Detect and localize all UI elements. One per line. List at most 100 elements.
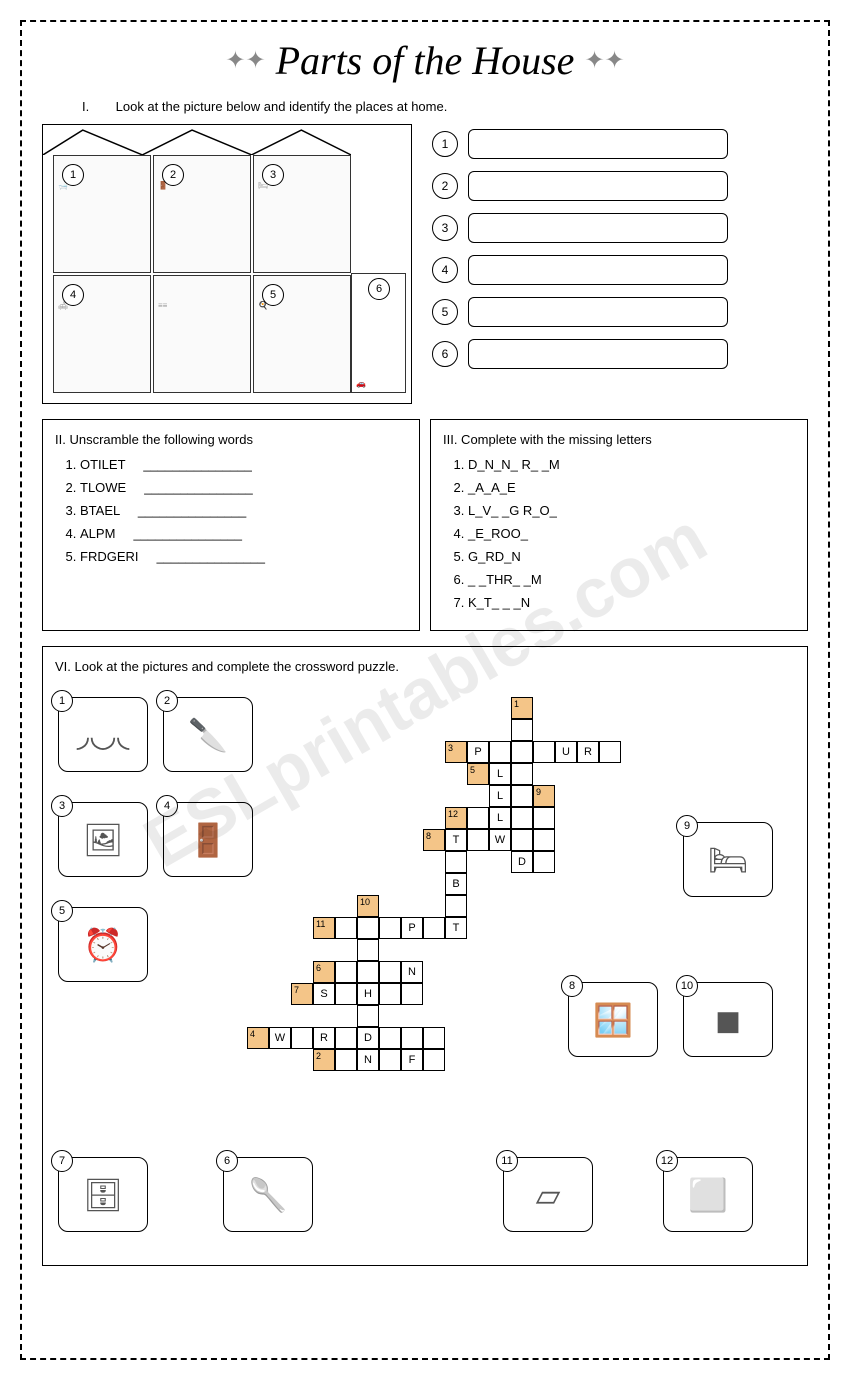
crossword-cell[interactable]	[357, 961, 379, 983]
missing-letter-item[interactable]: _ _THR_ _M	[468, 572, 795, 587]
crossword-cell[interactable]: L	[489, 785, 511, 807]
section-3: III. Complete with the missing letters D…	[430, 419, 808, 631]
missing-letter-item[interactable]: _E_ROO_	[468, 526, 795, 541]
missing-letter-item[interactable]: K_T_ _ _N	[468, 595, 795, 610]
crossword-cell: 7	[291, 983, 313, 1005]
answer-number: 1	[432, 131, 458, 157]
blank-line[interactable]: _______________	[143, 457, 251, 472]
missing-letter-item[interactable]: _A_A_E	[468, 480, 795, 495]
crossword-cell[interactable]	[467, 807, 489, 829]
crossword-cell[interactable]	[423, 917, 445, 939]
crossword-cell: 2	[313, 1049, 335, 1071]
crossword-cell[interactable]	[379, 1027, 401, 1049]
blank-line[interactable]: _______________	[144, 480, 252, 495]
crossword-cell[interactable]	[423, 1027, 445, 1049]
answer-input[interactable]	[468, 129, 728, 159]
crossword-cell[interactable]: T	[445, 917, 467, 939]
unscramble-item: FRDGERI _______________	[80, 549, 407, 564]
answer-input[interactable]	[468, 255, 728, 285]
crossword-cell[interactable]	[357, 939, 379, 961]
crossword-cell[interactable]	[357, 1005, 379, 1027]
missing-letters-list: D_N_N_ R_ _M _A_A_E L_V_ _G R_O_ _E_ROO_ G_R…	[443, 457, 795, 610]
crossword-cell[interactable]	[533, 851, 555, 873]
crossword-cell[interactable]	[379, 983, 401, 1005]
unscramble-list: OTILET _______________TLOWE ____________…	[55, 457, 407, 564]
crossword-cell[interactable]: R	[313, 1027, 335, 1049]
crossword-cell[interactable]	[533, 741, 555, 763]
room-4: 4🛋	[53, 275, 151, 393]
crossword-cell[interactable]: S	[313, 983, 335, 1005]
crossword-cell[interactable]	[335, 917, 357, 939]
crossword-cell[interactable]	[511, 785, 533, 807]
answer-number: 2	[432, 173, 458, 199]
picture-icon: 🖼	[67, 811, 139, 868]
star-icon: ✦✦	[225, 46, 265, 75]
crossword-cell[interactable]	[401, 983, 423, 1005]
crossword-cell[interactable]	[599, 741, 621, 763]
crossword-cell[interactable]: W	[489, 829, 511, 851]
answer-number: 5	[432, 299, 458, 325]
unscramble-item: BTAEL _______________	[80, 503, 407, 518]
answer-input[interactable]	[468, 213, 728, 243]
blank-line[interactable]: _______________	[157, 549, 265, 564]
crossword-cell[interactable]	[445, 895, 467, 917]
missing-letter-item[interactable]: D_N_N_ R_ _M	[468, 457, 795, 472]
crossword-cell[interactable]	[511, 763, 533, 785]
crossword-cell[interactable]	[379, 1049, 401, 1071]
crossword-cell: 5	[467, 763, 489, 785]
two-column: II. Unscramble the following words OTILE…	[42, 419, 808, 631]
crossword-cell[interactable]: B	[445, 873, 467, 895]
crossword-cell[interactable]	[401, 1027, 423, 1049]
answer-row: 3	[432, 213, 808, 243]
blank-line[interactable]: _______________	[138, 503, 246, 518]
crossword-cell[interactable]: D	[511, 851, 533, 873]
crossword-cell[interactable]: D	[357, 1027, 379, 1049]
crossword-cell[interactable]	[357, 917, 379, 939]
missing-letter-item[interactable]: G_RD_N	[468, 549, 795, 564]
crossword-cell[interactable]	[379, 961, 401, 983]
room-5: 5🍳	[253, 275, 351, 393]
crossword-cell[interactable]	[467, 829, 489, 851]
crossword-cell[interactable]: F	[401, 1049, 423, 1071]
crossword-cell[interactable]	[511, 807, 533, 829]
crossword-cell[interactable]	[533, 829, 555, 851]
missing-letter-item[interactable]: L_V_ _G R_O_	[468, 503, 795, 518]
crossword-cell[interactable]: N	[357, 1049, 379, 1071]
room-1: 1🛁	[53, 155, 151, 273]
crossword-cell[interactable]	[423, 1049, 445, 1071]
clue-5: 5⏰	[58, 907, 148, 982]
section-1: I. Look at the picture below and identif…	[42, 99, 808, 404]
crossword-cell: 9	[533, 785, 555, 807]
crossword-cell[interactable]: R	[577, 741, 599, 763]
crossword-cell: 10	[357, 895, 379, 917]
crossword-cell[interactable]: P	[401, 917, 423, 939]
crossword-cell[interactable]: L	[489, 807, 511, 829]
crossword-cell[interactable]	[511, 741, 533, 763]
crossword-cell[interactable]	[511, 829, 533, 851]
crossword-cell[interactable]: T	[445, 829, 467, 851]
crossword-cell[interactable]	[335, 1049, 357, 1071]
crossword-cell[interactable]: W	[269, 1027, 291, 1049]
crossword-cell[interactable]: L	[489, 763, 511, 785]
crossword-cell[interactable]	[291, 1027, 313, 1049]
crossword-cell[interactable]	[335, 961, 357, 983]
room-3: 3🛏	[253, 155, 351, 273]
answer-input[interactable]	[468, 171, 728, 201]
answer-row: 6	[432, 339, 808, 369]
crossword-cell[interactable]	[335, 983, 357, 1005]
crossword-cell: 4	[247, 1027, 269, 1049]
crossword-cell[interactable]: P	[467, 741, 489, 763]
answer-input[interactable]	[468, 339, 728, 369]
crossword-cell[interactable]	[445, 851, 467, 873]
crossword-cell[interactable]: U	[555, 741, 577, 763]
crossword-cell[interactable]	[511, 719, 533, 741]
blank-line[interactable]: _______________	[133, 526, 241, 541]
crossword-cell[interactable]	[335, 1027, 357, 1049]
crossword-cell[interactable]	[489, 741, 511, 763]
crossword-cell[interactable]	[533, 807, 555, 829]
section-4: VI. Look at the pictures and complete th…	[42, 646, 808, 1266]
crossword-cell[interactable]: N	[401, 961, 423, 983]
answer-input[interactable]	[468, 297, 728, 327]
crossword-cell[interactable]	[379, 917, 401, 939]
crossword-cell[interactable]: H	[357, 983, 379, 1005]
